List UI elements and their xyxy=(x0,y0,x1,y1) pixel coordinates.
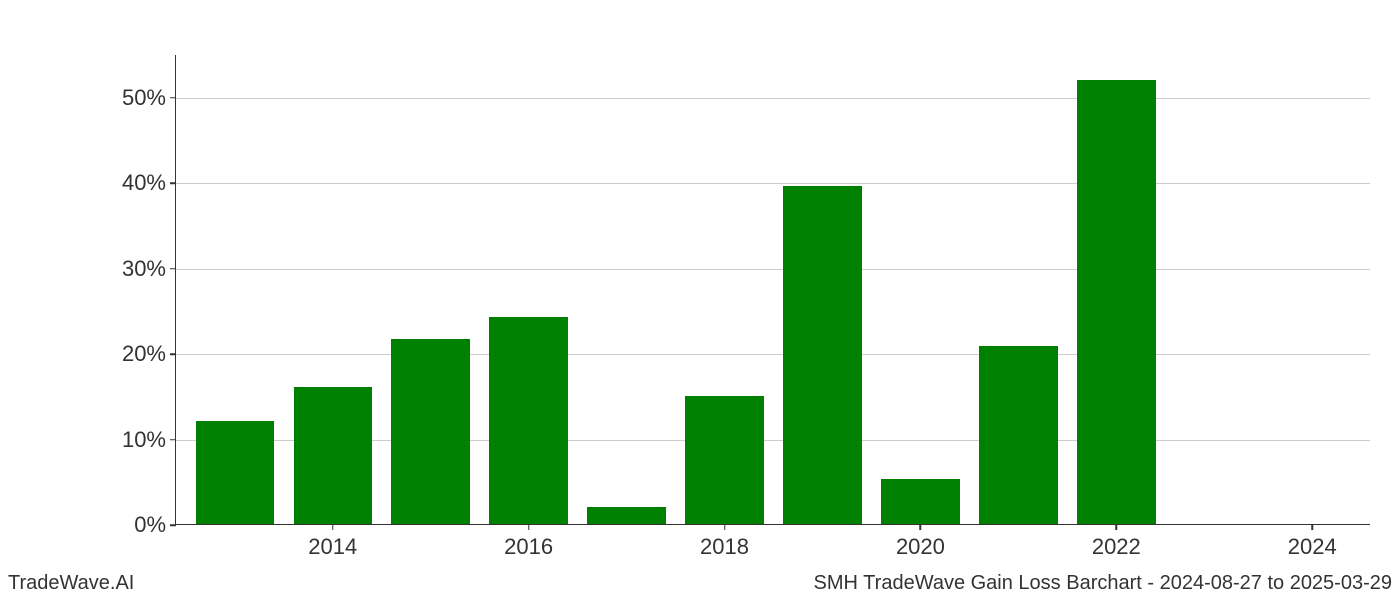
x-tick-label: 2016 xyxy=(504,524,553,560)
y-tick-label: 30% xyxy=(122,256,176,282)
bar xyxy=(881,479,959,524)
footer-brand: TradeWave.AI xyxy=(8,572,134,595)
plot-area: 0%10%20%30%40%50%20142016201820202022202… xyxy=(175,55,1370,525)
bar xyxy=(196,421,274,524)
x-tick-label: 2020 xyxy=(896,524,945,560)
x-tick-label: 2018 xyxy=(700,524,749,560)
footer-caption: SMH TradeWave Gain Loss Barchart - 2024-… xyxy=(814,572,1392,595)
gridline xyxy=(176,354,1370,355)
bar xyxy=(783,186,861,524)
y-tick-label: 40% xyxy=(122,170,176,196)
bar xyxy=(587,507,665,524)
bar xyxy=(391,339,469,524)
y-tick-label: 50% xyxy=(122,85,176,111)
gain-loss-barchart: 0% 10% 20% 30% 40% 50% 2014 2016 2018 2020 2022 202… xyxy=(0,0,1400,600)
x-tick-label: 2024 xyxy=(1288,524,1337,560)
gridline xyxy=(176,98,1370,99)
gridline xyxy=(176,269,1370,270)
bar xyxy=(979,346,1057,524)
bar xyxy=(294,387,372,524)
gridline xyxy=(176,183,1370,184)
x-tick-label: 2014 xyxy=(308,524,357,560)
x-tick-label: 2022 xyxy=(1092,524,1141,560)
bar xyxy=(685,396,763,524)
y-tick-label: 0% xyxy=(134,512,176,538)
bar xyxy=(1077,80,1155,524)
bar xyxy=(489,317,567,524)
y-tick-label: 10% xyxy=(122,427,176,453)
y-tick-label: 20% xyxy=(122,341,176,367)
